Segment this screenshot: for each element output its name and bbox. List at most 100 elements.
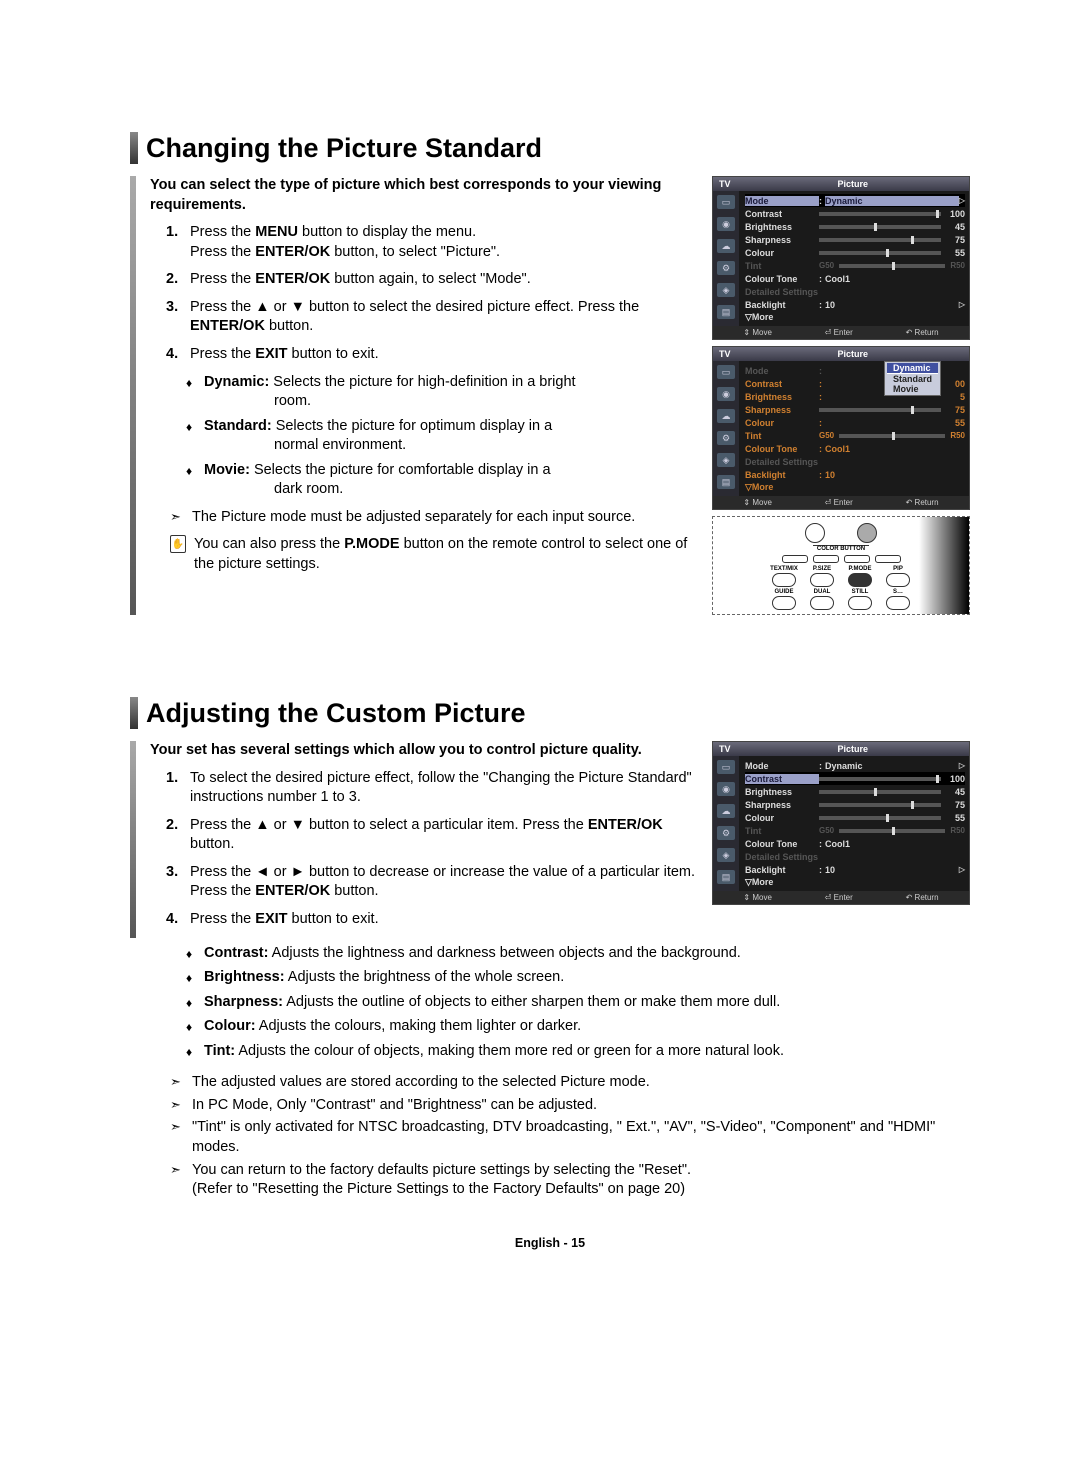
- remote-button-circle: [805, 523, 825, 543]
- remote-diagram: COLOR BUTTON TEXT/MIX P.SIZE P.MODE PIP GUI…: [712, 516, 970, 615]
- remote-button: DUAL: [807, 589, 837, 610]
- list-item: Colour: Adjusts the colours, making them…: [186, 1017, 970, 1037]
- step-item: 1.Press the MENU button to display the m…: [166, 223, 698, 262]
- osd-category-icon: ◈: [717, 283, 735, 297]
- color-button-label: COLOR BUTTON: [813, 545, 869, 552]
- osd-category-icon: ◉: [717, 782, 735, 796]
- remote-button: TEXT/MIX: [769, 566, 799, 587]
- osd-row: TintG50R50: [745, 824, 965, 837]
- osd-row: Detailed Settings: [745, 850, 965, 863]
- osd-category-icon: ▭: [717, 365, 735, 379]
- step-item: 2.Press the ▲ or ▼ button to select a pa…: [166, 816, 698, 855]
- osd-row: Sharpness75: [745, 233, 965, 246]
- section2-defs-wide: Contrast: Adjusts the lightness and dark…: [130, 944, 970, 1062]
- remote-note-text: You can also press the P.MODE button on …: [194, 535, 698, 574]
- section2-heading: Adjusting the Custom Picture: [130, 697, 970, 729]
- color-btn: [844, 555, 870, 563]
- list-item: "Tint" is only activated for NTSC broadc…: [170, 1118, 970, 1157]
- page-footer: English - 15: [130, 1236, 970, 1250]
- osd-category-icon: ▭: [717, 195, 735, 209]
- osd-row: ▽More: [745, 311, 965, 324]
- osd-category-icon: ☁: [717, 239, 735, 253]
- osd-category-icon: ▤: [717, 305, 735, 319]
- remote-button: P.SIZE: [807, 566, 837, 587]
- mode-dropdown: DynamicStandardMovie: [884, 361, 941, 396]
- remote-hand-icon: ✋: [170, 535, 186, 553]
- osd-category-icon: ☁: [717, 804, 735, 818]
- osd-row: Colour55: [745, 246, 965, 259]
- section2-title: Adjusting the Custom Picture: [146, 698, 526, 729]
- osd-row: Backlight:10: [745, 468, 965, 481]
- list-item: Sharpness: Adjusts the outline of object…: [186, 993, 970, 1013]
- step-item: 4.Press the EXIT button to exit.: [166, 345, 698, 365]
- remote-button: STILL: [845, 589, 875, 610]
- list-item: Contrast: Adjusts the lightness and dark…: [186, 944, 970, 964]
- remote-button-circle: [857, 523, 877, 543]
- section1-intro: You can select the type of picture which…: [150, 176, 698, 215]
- remote-note: ✋ You can also press the P.MODE button o…: [150, 535, 698, 574]
- list-item: Movie: Selects the picture for comfortab…: [186, 461, 698, 500]
- osd-row: Brightness45: [745, 785, 965, 798]
- osd-category-icon: ⚙: [717, 826, 735, 840]
- osd-screenshot-3: TVPicture▭◉☁⚙◈▤Mode:Dynamic▷Contrast100B…: [712, 741, 970, 905]
- osd-category-icon: ◉: [717, 387, 735, 401]
- osd-row: Colour Tone:Cool1: [745, 837, 965, 850]
- step-item: 1.To select the desired picture effect, …: [166, 769, 698, 808]
- section1-notes: The Picture mode must be adjusted separa…: [150, 508, 698, 528]
- color-btn: [875, 555, 901, 563]
- osd-category-icon: ☁: [717, 409, 735, 423]
- osd-category-icon: ⚙: [717, 431, 735, 445]
- list-item: The adjusted values are stored according…: [170, 1073, 970, 1093]
- remote-button: P.MODE: [845, 566, 875, 587]
- osd-category-icon: ◈: [717, 848, 735, 862]
- step-item: 2.Press the ENTER/OK button again, to se…: [166, 270, 698, 290]
- osd-row: Backlight:10▷: [745, 298, 965, 311]
- osd-category-icon: ◈: [717, 453, 735, 467]
- osd-row: Colour55: [745, 811, 965, 824]
- osd-row: Colour Tone:Cool1: [745, 442, 965, 455]
- section2-intro: Your set has several settings which allo…: [150, 741, 698, 761]
- section1-modes: Dynamic: Selects the picture for high-de…: [150, 373, 698, 500]
- osd-row: Colour Tone:Cool1: [745, 272, 965, 285]
- list-item: The Picture mode must be adjusted separa…: [170, 508, 698, 528]
- list-item: Brightness: Adjusts the brightness of th…: [186, 968, 970, 988]
- osd-row: Sharpness75: [745, 798, 965, 811]
- color-btn: [782, 555, 808, 563]
- section2-notes: The adjusted values are stored according…: [130, 1073, 970, 1199]
- osd-row: Brightness45: [745, 220, 965, 233]
- step-item: 3.Press the ▲ or ▼ button to select the …: [166, 298, 698, 337]
- section1-title: Changing the Picture Standard: [146, 133, 542, 164]
- heading-bar: [130, 697, 138, 729]
- osd-screenshot-2: TVPicture▭◉☁⚙◈▤Mode:Contrast:00Brightnes…: [712, 346, 970, 510]
- osd-row: TintG50R50: [745, 429, 965, 442]
- remote-button: GUIDE: [769, 589, 799, 610]
- list-item: You can return to the factory defaults p…: [170, 1161, 970, 1200]
- list-item: In PC Mode, Only "Contrast" and "Brightn…: [170, 1096, 970, 1116]
- osd-row: Contrast100: [745, 772, 965, 785]
- osd-row: Contrast100: [745, 207, 965, 220]
- section2-body: Your set has several settings which allo…: [130, 741, 698, 938]
- osd-screenshot-1: TVPicture▭◉☁⚙◈▤Mode:Dynamic▷Contrast100B…: [712, 176, 970, 340]
- osd-row: ▽More: [745, 876, 965, 889]
- section1-steps: 1.Press the MENU button to display the m…: [150, 223, 698, 364]
- section1-heading: Changing the Picture Standard: [130, 132, 970, 164]
- section2-steps: 1.To select the desired picture effect, …: [150, 769, 698, 930]
- osd-row: Mode:Dynamic▷: [745, 759, 965, 772]
- osd-row: Colour:55: [745, 416, 965, 429]
- osd-row: Mode:Dynamic▷: [745, 194, 965, 207]
- remote-button: S…: [883, 589, 913, 610]
- osd-row: ▽More: [745, 481, 965, 494]
- remote-button: PIP: [883, 566, 913, 587]
- step-item: 3.Press the ◄ or ► button to decrease or…: [166, 863, 698, 902]
- osd-category-icon: ▤: [717, 870, 735, 884]
- list-item: Standard: Selects the picture for optimu…: [186, 417, 698, 456]
- osd-category-icon: ⚙: [717, 261, 735, 275]
- osd-row: Backlight:10▷: [745, 863, 965, 876]
- osd-category-icon: ▭: [717, 760, 735, 774]
- list-item: Dynamic: Selects the picture for high-de…: [186, 373, 698, 412]
- osd-row: Sharpness75: [745, 403, 965, 416]
- heading-bar: [130, 132, 138, 164]
- osd-row: Detailed Settings: [745, 285, 965, 298]
- osd-row: TintG50R50: [745, 259, 965, 272]
- osd-category-icon: ◉: [717, 217, 735, 231]
